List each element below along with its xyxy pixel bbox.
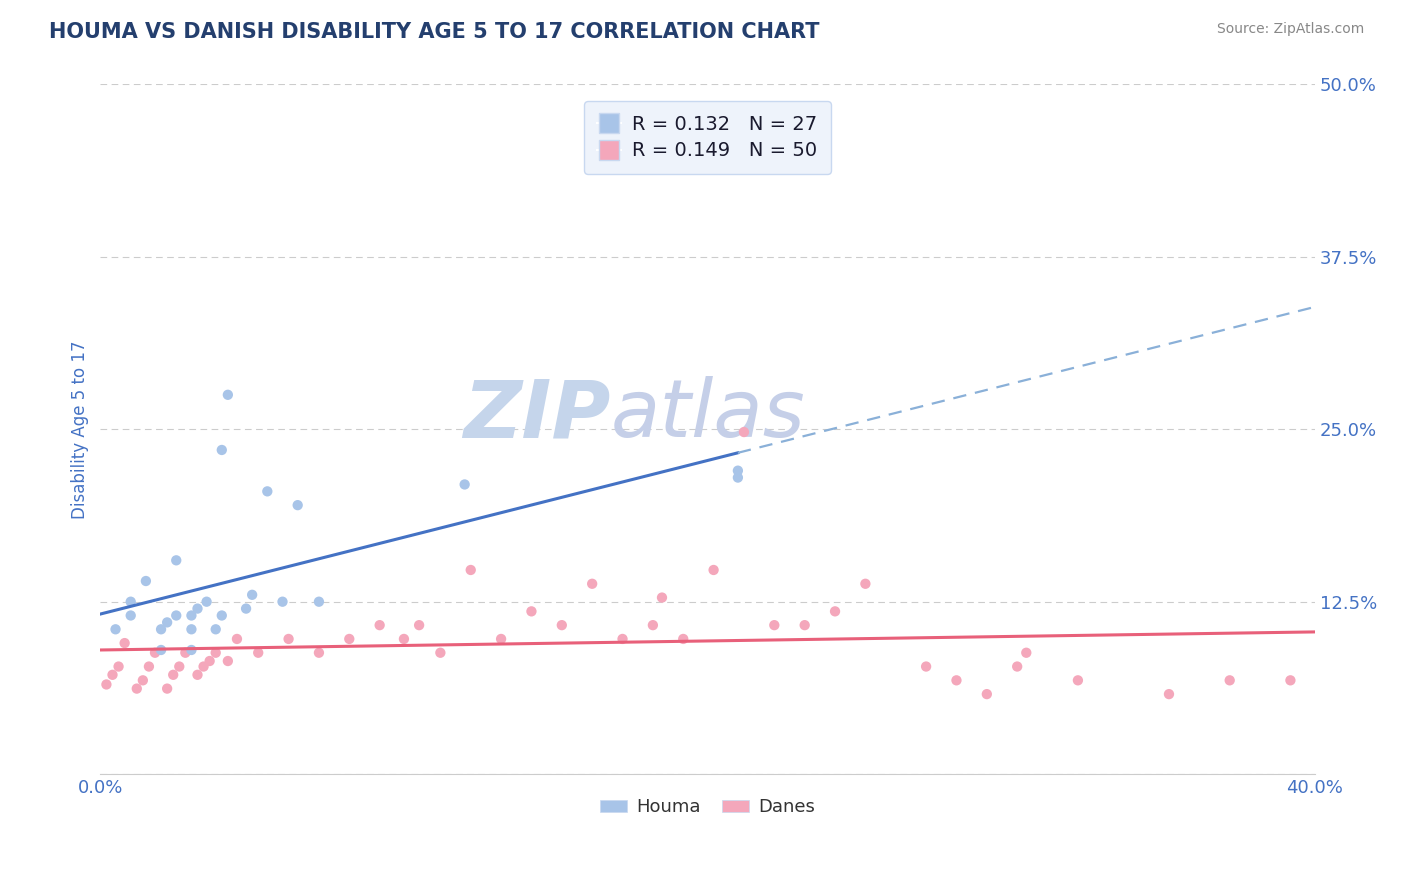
Point — [271, 595, 294, 609]
Point — [217, 654, 239, 668]
Point — [195, 595, 218, 609]
Point — [162, 668, 184, 682]
Point — [107, 659, 129, 673]
Point — [165, 553, 187, 567]
Point — [125, 681, 148, 696]
Legend: Houma, Danes: Houma, Danes — [593, 791, 823, 823]
Point — [240, 588, 263, 602]
Point — [520, 604, 543, 618]
Point — [217, 388, 239, 402]
Point — [855, 576, 877, 591]
Point — [703, 563, 725, 577]
Text: atlas: atlas — [610, 376, 806, 455]
Point — [763, 618, 786, 632]
Point — [180, 608, 202, 623]
Point — [114, 636, 136, 650]
Point — [651, 591, 673, 605]
Point — [793, 618, 815, 632]
Text: ZIP: ZIP — [463, 376, 610, 455]
Point — [96, 677, 118, 691]
Point — [1015, 646, 1038, 660]
Point — [277, 632, 299, 646]
Point — [453, 477, 475, 491]
Point — [945, 673, 967, 688]
Point — [204, 646, 226, 660]
Point — [169, 659, 191, 673]
Point — [180, 643, 202, 657]
Point — [337, 632, 360, 646]
Point — [120, 595, 142, 609]
Point — [101, 668, 124, 682]
Point — [150, 622, 173, 636]
Point — [165, 608, 187, 623]
Point — [156, 681, 179, 696]
Point — [180, 622, 202, 636]
Point — [368, 618, 391, 632]
Point — [1157, 687, 1180, 701]
Point — [256, 484, 278, 499]
Point — [193, 659, 215, 673]
Point — [287, 498, 309, 512]
Point — [408, 618, 430, 632]
Point — [198, 654, 221, 668]
Point — [135, 574, 157, 588]
Point — [489, 632, 512, 646]
Point — [460, 563, 482, 577]
Point — [235, 601, 257, 615]
Point — [915, 659, 938, 673]
Point — [132, 673, 155, 688]
Point — [308, 646, 330, 660]
Point — [733, 425, 755, 439]
Point — [1219, 673, 1241, 688]
Point — [392, 632, 415, 646]
Point — [211, 442, 233, 457]
Point — [727, 464, 749, 478]
Text: Source: ZipAtlas.com: Source: ZipAtlas.com — [1216, 22, 1364, 37]
Point — [104, 622, 127, 636]
Point — [1005, 659, 1028, 673]
Point — [672, 632, 695, 646]
Point — [581, 576, 603, 591]
Point — [551, 618, 574, 632]
Point — [226, 632, 249, 646]
Point — [138, 659, 160, 673]
Point — [174, 646, 197, 660]
Point — [429, 646, 451, 660]
Point — [308, 595, 330, 609]
Text: HOUMA VS DANISH DISABILITY AGE 5 TO 17 CORRELATION CHART: HOUMA VS DANISH DISABILITY AGE 5 TO 17 C… — [49, 22, 820, 42]
Point — [150, 643, 173, 657]
Point — [247, 646, 270, 660]
Point — [120, 608, 142, 623]
Point — [1279, 673, 1302, 688]
Point — [186, 601, 208, 615]
Point — [824, 604, 846, 618]
Point — [727, 470, 749, 484]
Y-axis label: Disability Age 5 to 17: Disability Age 5 to 17 — [72, 340, 89, 518]
Point — [1067, 673, 1090, 688]
Point — [641, 618, 664, 632]
Point — [976, 687, 998, 701]
Point — [612, 632, 634, 646]
Point — [156, 615, 179, 630]
Point — [186, 668, 208, 682]
Point — [143, 646, 166, 660]
Point — [204, 622, 226, 636]
Point — [211, 608, 233, 623]
